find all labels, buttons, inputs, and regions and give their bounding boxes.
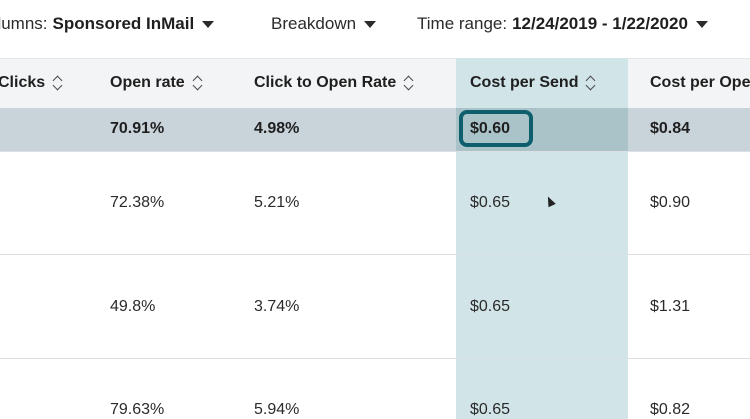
- cell-click-to-open-rate: 3.74%: [254, 298, 300, 315]
- summary-cost-per-open: $0.84: [650, 120, 691, 137]
- columns-dropdown[interactable]: olumns: Sponsored InMail: [0, 14, 215, 34]
- cell-cost-per-send: $0.65: [470, 194, 511, 211]
- header-cost-per-send[interactable]: Cost per Send: [470, 74, 597, 92]
- cell-cost-per-open: $1.31: [650, 298, 691, 315]
- cell-click-to-open-rate: 5.94%: [254, 401, 300, 418]
- header-cost-per-open[interactable]: Cost per Ope: [650, 74, 750, 92]
- header-label: Click to Open Rate: [254, 74, 397, 91]
- sort-icon[interactable]: [403, 74, 415, 92]
- sort-icon[interactable]: [585, 74, 597, 92]
- breakdown-label: Breakdown: [271, 14, 357, 33]
- time-range-value: 12/24/2019 - 1/22/2020: [512, 14, 688, 33]
- breakdown-dropdown[interactable]: Breakdown: [271, 14, 377, 34]
- caret-down-icon: [695, 20, 708, 28]
- header-label: Cost per Ope: [650, 74, 750, 91]
- cell-cost-per-open: $0.82: [650, 401, 691, 418]
- summary-open-rate: 70.91%: [110, 120, 165, 137]
- cell-cost-per-send: $0.65: [470, 401, 511, 418]
- selected-cell-outline: [459, 110, 533, 147]
- cell-cost-per-open: $0.90: [650, 194, 691, 211]
- time-range-dropdown[interactable]: Time range: 12/24/2019 - 1/22/2020: [417, 14, 708, 34]
- header-label: Cost per Send: [470, 74, 579, 91]
- columns-value: Sponsored InMail: [52, 14, 195, 33]
- caret-down-icon: [364, 20, 377, 28]
- caret-down-icon: [202, 20, 215, 28]
- row-divider: [0, 151, 750, 152]
- header-clicks[interactable]: Clicks: [0, 74, 64, 92]
- cell-click-to-open-rate: 5.21%: [254, 194, 300, 211]
- cell-cost-per-send: $0.65: [470, 298, 511, 315]
- cell-open-rate: 79.63%: [110, 401, 165, 418]
- summary-click-to-open-rate: 4.98%: [254, 120, 300, 137]
- cell-open-rate: 72.38%: [110, 194, 165, 211]
- header-click-to-open-rate[interactable]: Click to Open Rate: [254, 74, 415, 92]
- row-divider: [0, 358, 750, 359]
- header-label: Open rate: [110, 74, 185, 91]
- header-open-rate[interactable]: Open rate: [110, 74, 204, 92]
- campaign-metrics-table: Clicks Open rate Click to Open Rate Cost…: [0, 58, 750, 419]
- sort-icon[interactable]: [52, 74, 64, 92]
- summary-cost-per-send[interactable]: $0.60: [470, 120, 511, 137]
- header-label: Clicks: [0, 74, 46, 91]
- row-divider: [0, 254, 750, 255]
- sort-icon[interactable]: [192, 74, 204, 92]
- columns-label: olumns:: [0, 14, 48, 33]
- time-range-label: Time range:: [417, 14, 508, 33]
- cell-open-rate: 49.8%: [110, 298, 156, 315]
- report-toolbar: olumns: Sponsored InMail Breakdown Time …: [0, 0, 750, 52]
